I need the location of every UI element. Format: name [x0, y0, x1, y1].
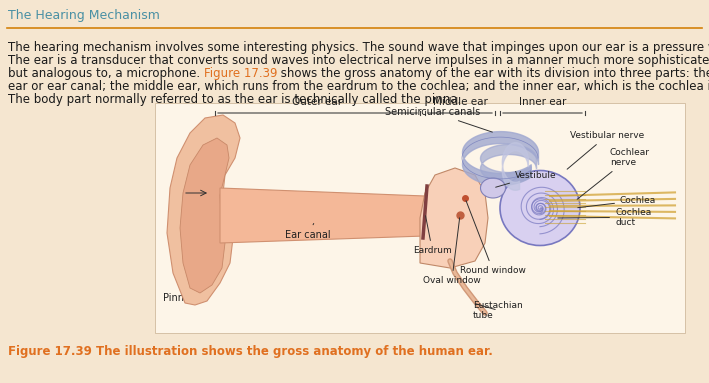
Text: Inner ear: Inner ear — [519, 97, 566, 107]
Text: ear or ear canal; the middle ear, which runs from the eardrum to the cochlea; an: ear or ear canal; the middle ear, which … — [8, 80, 709, 93]
Text: Figure 17.39: Figure 17.39 — [204, 67, 277, 80]
Text: Eardrum: Eardrum — [413, 216, 452, 255]
Text: Figure 17.39 The illustration shows the gross anatomy of the human ear.: Figure 17.39 The illustration shows the … — [8, 345, 493, 358]
FancyBboxPatch shape — [155, 103, 685, 333]
Text: The body part normally referred to as the ear is technically called the pinna.: The body part normally referred to as th… — [8, 93, 462, 106]
Text: The ear is a transducer that converts sound waves into electrical nerve impulses: The ear is a transducer that converts so… — [8, 54, 709, 67]
Text: Round window: Round window — [460, 201, 526, 275]
Text: Vestibule: Vestibule — [496, 171, 557, 187]
Polygon shape — [220, 188, 425, 243]
Text: Eustachian
tube: Eustachian tube — [473, 301, 523, 320]
Text: but analogous to, a microphone.: but analogous to, a microphone. — [8, 67, 204, 80]
Text: Outer ear: Outer ear — [292, 97, 342, 107]
Ellipse shape — [500, 170, 580, 246]
Text: Ear canal: Ear canal — [285, 223, 330, 240]
Text: Cochlea
duct: Cochlea duct — [558, 208, 652, 227]
Polygon shape — [167, 115, 240, 305]
Text: Oval window: Oval window — [423, 218, 481, 285]
Text: Cochlea: Cochlea — [578, 196, 657, 208]
Text: The Hearing Mechanism: The Hearing Mechanism — [8, 8, 160, 21]
Text: Semicircular canals: Semicircular canals — [385, 107, 492, 132]
Text: Cochlear
nerve: Cochlear nerve — [577, 147, 650, 199]
Text: shows the gross anatomy of the ear with its division into three parts: the outer: shows the gross anatomy of the ear with … — [277, 67, 709, 80]
Polygon shape — [180, 138, 229, 293]
Text: Middle ear: Middle ear — [432, 97, 488, 107]
Polygon shape — [420, 168, 488, 268]
Ellipse shape — [481, 178, 506, 198]
Text: Pinna: Pinna — [163, 293, 190, 303]
Text: The hearing mechanism involves some interesting physics. The sound wave that imp: The hearing mechanism involves some inte… — [8, 41, 709, 54]
Text: Vestibular nerve: Vestibular nerve — [567, 131, 644, 169]
